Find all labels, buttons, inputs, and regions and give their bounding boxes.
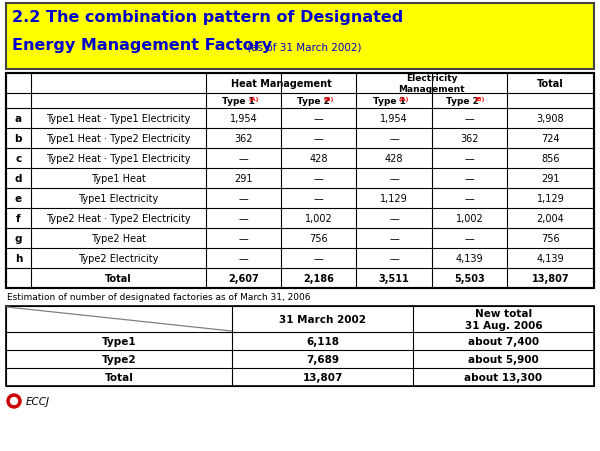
Text: 856: 856: [541, 154, 560, 164]
Bar: [6, 306, 594, 386]
Text: Type2 Heat: Type2 Heat: [91, 234, 146, 244]
Text: —: —: [464, 114, 474, 124]
Text: 4,139: 4,139: [536, 253, 565, 263]
Text: g: g: [14, 234, 22, 244]
Text: 13,807: 13,807: [532, 273, 569, 283]
Circle shape: [11, 398, 17, 405]
Text: 2,186: 2,186: [304, 273, 334, 283]
Text: Type1: Type1: [102, 336, 137, 346]
Text: 2,004: 2,004: [536, 213, 565, 224]
Text: Type2 Heat · Type2 Electricity: Type2 Heat · Type2 Electricity: [46, 213, 191, 224]
Text: 362: 362: [235, 133, 253, 144]
Text: Total: Total: [105, 273, 131, 283]
Text: Type2: Type2: [102, 354, 137, 364]
Text: ECCJ: ECCJ: [26, 396, 50, 406]
Text: 3,511: 3,511: [379, 273, 409, 283]
Text: Heat Management: Heat Management: [231, 79, 332, 89]
Text: (as of 31 March 2002): (as of 31 March 2002): [244, 42, 361, 52]
Text: Type 2: Type 2: [446, 97, 482, 106]
Text: 756: 756: [541, 234, 560, 244]
Text: 1,002: 1,002: [455, 213, 483, 224]
Text: 7,689: 7,689: [306, 354, 339, 364]
Text: Type 1: Type 1: [373, 97, 406, 106]
Text: —: —: [239, 154, 248, 164]
Text: Type1 Heat · Type2 Electricity: Type1 Heat · Type2 Electricity: [46, 133, 191, 144]
Text: Electricity
Management: Electricity Management: [398, 74, 465, 94]
Text: about 7,400: about 7,400: [468, 336, 539, 346]
Text: 13,807: 13,807: [302, 372, 343, 382]
Text: —: —: [314, 133, 323, 144]
Bar: [6, 4, 594, 70]
Text: —: —: [314, 114, 323, 124]
Text: —: —: [389, 133, 399, 144]
Text: 1,002: 1,002: [305, 213, 332, 224]
Text: (B): (B): [323, 97, 334, 102]
Bar: [6, 74, 594, 288]
Text: Type2 Heat · Type1 Electricity: Type2 Heat · Type1 Electricity: [46, 154, 191, 164]
Text: New total
31 Aug. 2006: New total 31 Aug. 2006: [464, 308, 542, 331]
Text: 1,954: 1,954: [230, 114, 257, 124]
Text: b: b: [14, 133, 22, 144]
Text: —: —: [389, 174, 399, 184]
Text: —: —: [239, 193, 248, 203]
Text: 362: 362: [460, 133, 479, 144]
Text: a: a: [15, 114, 22, 124]
Text: 428: 428: [310, 154, 328, 164]
Text: 291: 291: [235, 174, 253, 184]
Text: —: —: [314, 253, 323, 263]
Text: 756: 756: [310, 234, 328, 244]
Text: about 13,300: about 13,300: [464, 372, 542, 382]
Text: 2.2 The combination pattern of Designated: 2.2 The combination pattern of Designate…: [12, 10, 403, 25]
Text: Type2 Electricity: Type2 Electricity: [78, 253, 158, 263]
Text: 31 March 2002: 31 March 2002: [279, 314, 366, 324]
Text: 5,503: 5,503: [454, 273, 485, 283]
Text: h: h: [14, 253, 22, 263]
Text: —: —: [464, 193, 474, 203]
Text: Type 1: Type 1: [222, 97, 255, 106]
Text: —: —: [389, 253, 399, 263]
Text: 6,118: 6,118: [306, 336, 339, 346]
Text: (A): (A): [248, 97, 259, 102]
Text: e: e: [15, 193, 22, 203]
Text: —: —: [239, 234, 248, 244]
Text: 724: 724: [541, 133, 560, 144]
Text: 3,908: 3,908: [536, 114, 565, 124]
Text: 1,954: 1,954: [380, 114, 408, 124]
Text: c: c: [15, 154, 22, 164]
Text: Type 2: Type 2: [298, 97, 330, 106]
Text: 1,129: 1,129: [380, 193, 408, 203]
Text: —: —: [314, 174, 323, 184]
Text: 291: 291: [541, 174, 560, 184]
Text: Total: Total: [105, 372, 134, 382]
Text: —: —: [239, 253, 248, 263]
Bar: [6, 306, 594, 386]
Text: about 5,900: about 5,900: [468, 354, 539, 364]
Text: 4,139: 4,139: [455, 253, 483, 263]
Text: Type1 Heat: Type1 Heat: [91, 174, 146, 184]
Circle shape: [7, 394, 21, 408]
Text: —: —: [464, 174, 474, 184]
Text: 2,607: 2,607: [228, 273, 259, 283]
Text: d: d: [14, 174, 22, 184]
Text: —: —: [389, 234, 399, 244]
Text: —: —: [464, 154, 474, 164]
Text: Energy Management Factory: Energy Management Factory: [12, 38, 272, 53]
Text: 1,129: 1,129: [536, 193, 565, 203]
Text: Estimation of number of designated factories as of March 31, 2006: Estimation of number of designated facto…: [7, 292, 311, 301]
Text: —: —: [314, 193, 323, 203]
Text: Type1 Electricity: Type1 Electricity: [78, 193, 158, 203]
Text: Total: Total: [537, 79, 564, 89]
Text: —: —: [464, 234, 474, 244]
Text: —: —: [239, 213, 248, 224]
Text: (A): (A): [399, 97, 409, 102]
Text: Type1 Heat · Type1 Electricity: Type1 Heat · Type1 Electricity: [46, 114, 190, 124]
Text: f: f: [16, 213, 20, 224]
Text: —: —: [389, 213, 399, 224]
Text: (B): (B): [474, 97, 485, 102]
Bar: [6, 74, 594, 288]
Text: 428: 428: [385, 154, 403, 164]
